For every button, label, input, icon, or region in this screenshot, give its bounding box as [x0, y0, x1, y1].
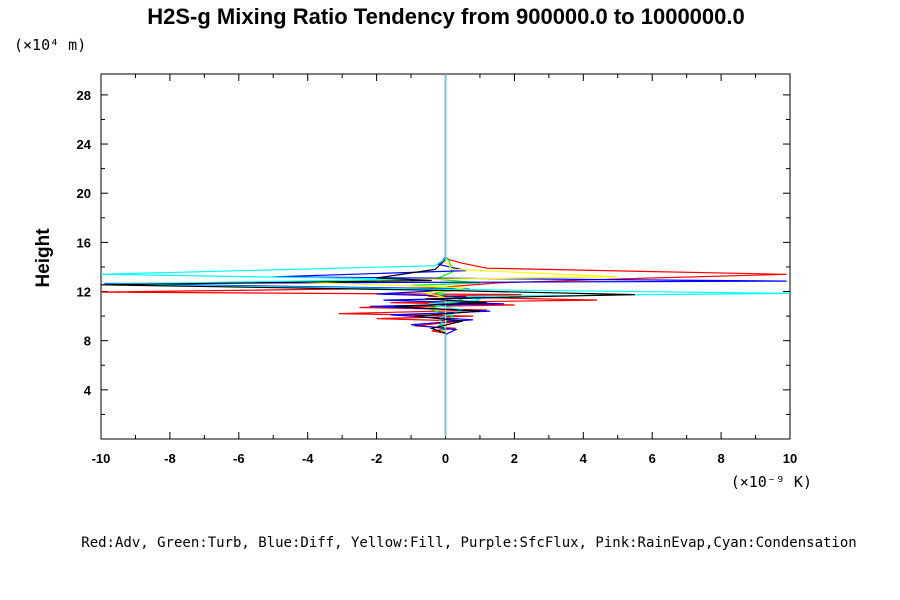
y-tick-label: 24: [77, 137, 92, 152]
x-tick-label: 8: [717, 451, 724, 466]
x-tick-label: -8: [164, 451, 176, 466]
chart-title: H2S-g Mixing Ratio Tendency from 900000.…: [147, 4, 744, 29]
x-tick-label: -4: [302, 451, 314, 466]
legend-text: Red:Adv, Green:Turb, Blue:Diff, Yellow:F…: [81, 535, 856, 551]
y-tick-label: 28: [77, 88, 91, 103]
x-tick-label: 2: [511, 451, 518, 466]
y-tick-label: 8: [84, 334, 91, 349]
x-tick-label: 4: [580, 451, 588, 466]
y-axis-unit: (×10⁴ m): [14, 36, 86, 54]
series-line-condensation: [101, 74, 790, 437]
y-axis-label: Height: [33, 228, 54, 288]
y-tick-label: 4: [84, 383, 92, 398]
y-tick-label: 16: [77, 235, 91, 250]
x-tick-label: -6: [233, 451, 245, 466]
series-line-total: [101, 259, 636, 334]
x-tick-label: -2: [371, 451, 383, 466]
series-lines: [101, 74, 790, 437]
y-tick-label: 20: [77, 186, 91, 201]
y-tick-label: 12: [77, 285, 91, 300]
series-line-adv: [101, 74, 787, 437]
x-tick-label: 0: [442, 451, 449, 466]
x-axis-unit: (×10⁻⁹ K): [731, 473, 812, 491]
x-tick-label: 10: [783, 451, 797, 466]
x-tick-label: 6: [649, 451, 656, 466]
x-tick-label: -10: [92, 451, 111, 466]
